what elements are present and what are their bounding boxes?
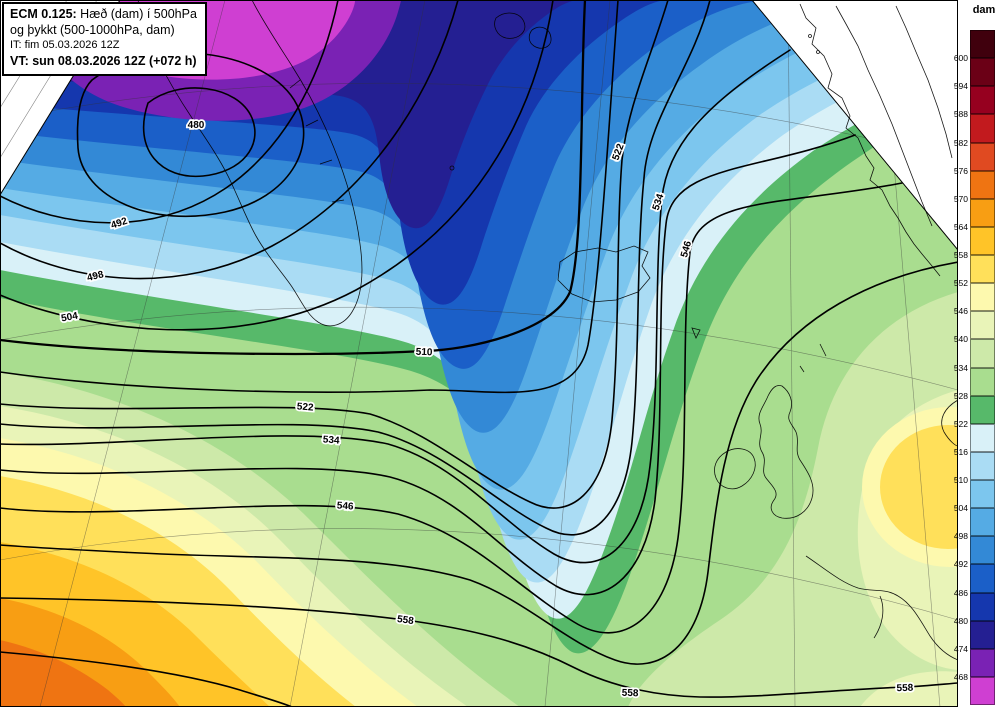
colorbar-tick-label: 516: [953, 446, 968, 457]
colorbar-tick-label: 558: [953, 250, 968, 260]
height-contour: [0, 0, 554, 331]
model-name: ECM 0.125:: [10, 7, 77, 21]
colorbar-tick-label: 492: [953, 559, 968, 570]
height-contour: [0, 134, 856, 596]
colorbar-swatch: 510: [954, 451, 995, 485]
height-contour: [0, 0, 669, 509]
colorbar-swatch: 516: [954, 423, 995, 457]
colorbar-tick-label: 582: [953, 137, 968, 148]
contour-label: 558: [896, 683, 913, 695]
height-contour: [0, 0, 339, 224]
height-contour: [142, 87, 256, 178]
colorbar-swatch: 576: [954, 142, 995, 176]
colorbar-swatch: 582: [954, 114, 995, 148]
colorbar-swatch: 468: [954, 648, 995, 682]
colorbar-tick-label: 570: [953, 193, 968, 204]
title-box: ECM 0.125: Hæð (dam) í 500hPa og þykkt (…: [2, 2, 207, 76]
height-contour: [0, 0, 619, 394]
height-contour: [0, 261, 958, 665]
colorbar-swatch: 594: [954, 58, 995, 91]
colorbar-swatch: 552: [954, 255, 995, 288]
colorbar-swatch: [970, 676, 995, 705]
thickness-subtitle: og þykkt (500-1000hPa, dam): [10, 22, 175, 37]
field-name: Hæð (dam) í 500hPa: [76, 7, 197, 21]
contour-label: 522: [296, 401, 314, 413]
colorbar-tick-label: 498: [953, 531, 968, 542]
model-title: ECM 0.125: Hæð (dam) í 500hPa: [10, 7, 197, 23]
colorbar-swatch: 534: [954, 339, 995, 373]
colorbar-swatch: 486: [954, 564, 995, 598]
colorbar-tick-label: 564: [953, 221, 968, 232]
colorbar-tick-label: 576: [953, 165, 968, 176]
height-contour: [0, 0, 711, 536]
colorbar-unit-label: dam: [972, 4, 996, 16]
height-contour: [0, 49, 791, 564]
valid-time: VT: sun 08.03.2026 12Z (+072 h): [10, 54, 197, 68]
thickness-bands: [0, 0, 958, 707]
height-contour: [0, 182, 903, 634]
colorbar-swatches: 600 594 588 582 576 570 564 558 552 546 …: [954, 30, 995, 705]
colorbar-swatch: 504: [954, 480, 995, 513]
norway-coastline: [799, 3, 953, 277]
colorbar-swatch: 528: [954, 367, 995, 401]
colorbar-tick-label: 528: [953, 390, 968, 401]
contour-label: 534: [322, 434, 340, 446]
height-contours: [0, 0, 958, 707]
colorbar-tick-label: 510: [953, 475, 968, 485]
contour-label: 510: [416, 347, 433, 359]
colorbar-tick-label: 540: [953, 334, 968, 345]
contour-label: 546: [336, 500, 354, 512]
colorbar: dam 600 594 588 582 576 570 564 558 552 …: [954, 4, 998, 707]
height-contour: [0, 597, 958, 698]
colorbar-tick-label: 594: [953, 81, 968, 92]
height-contour: [0, 0, 459, 280]
height-contour: [76, 52, 305, 218]
colorbar-tick-label: 474: [953, 643, 968, 654]
colorbar-swatch: 564: [954, 198, 995, 232]
colorbar-tick-label: 588: [953, 109, 968, 120]
contour-label: 558: [396, 614, 414, 627]
colorbar-swatch: 498: [954, 508, 995, 541]
contour-label: 480: [188, 120, 205, 131]
height-contour: [0, 651, 293, 707]
contour-label: 558: [622, 688, 639, 700]
init-time: IT: fim 05.03.2026 12Z: [10, 39, 120, 52]
colorbar-swatch: 492: [954, 536, 995, 569]
colorbar-tick-label: 600: [953, 53, 968, 64]
colorbar-swatch: 546: [954, 283, 995, 316]
colorbar-swatch: 588: [954, 86, 995, 119]
colorbar-tick-label: 534: [953, 362, 968, 373]
colorbar-swatch: 600: [954, 30, 995, 63]
colorbar-tick-label: 546: [953, 306, 968, 317]
colorbar-swatch: 522: [954, 395, 995, 429]
weather-map-svg: 480 492 498 504 510 522 534 546 558 558 …: [0, 0, 958, 707]
colorbar-tick-label: 504: [953, 503, 968, 514]
coastlines: [137, 0, 958, 661]
colorbar-tick-label: 486: [953, 587, 968, 598]
colorbar-tick-label: 552: [953, 278, 968, 289]
colorbar-swatch: 570: [954, 170, 995, 204]
colorbar-swatch: 474: [954, 620, 995, 654]
colorbar-tick-label: 522: [953, 418, 968, 429]
map-boundary: [751, 0, 958, 251]
contour-label: 504: [60, 311, 79, 325]
colorbar-tick-label: 480: [953, 615, 968, 626]
height-contour: [0, 0, 587, 356]
colorbar-swatch: 540: [954, 311, 995, 344]
colorbar-swatch: 558: [954, 226, 995, 260]
colorbar-swatch: 480: [954, 592, 995, 626]
colorbar-tick-label: 468: [953, 671, 968, 682]
